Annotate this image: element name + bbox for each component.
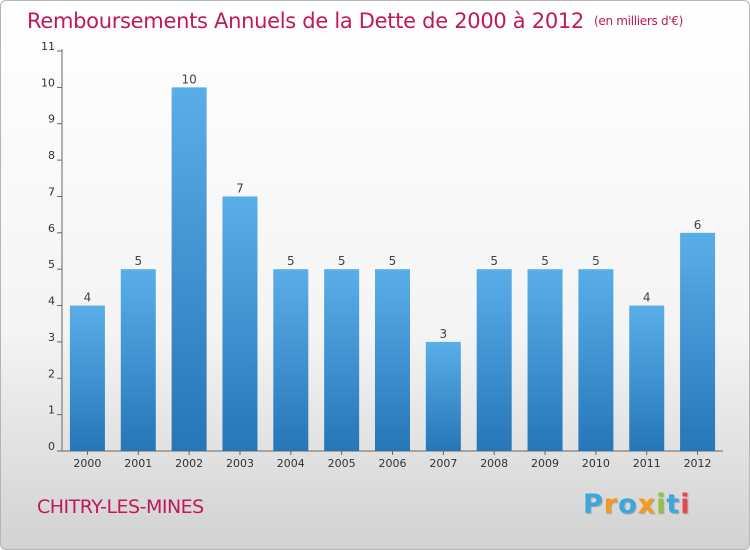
bar-2005 — [324, 269, 360, 451]
logo-letter: o — [618, 489, 638, 520]
x-tick-label-2000: 2000 — [73, 457, 101, 470]
logo-letter: i — [656, 489, 667, 520]
logo-letter: i — [680, 489, 691, 520]
y-tick-label: 2 — [48, 367, 55, 380]
value-label-2003: 7 — [236, 181, 244, 195]
bars: 4 5 10 7 5 5 5 3 5 5 5 4 6 — [69, 72, 716, 451]
x-tick-label-2003: 2003 — [226, 457, 254, 470]
y-axis: 0 1 2 3 4 5 6 7 8 9 10 11 — [41, 40, 63, 453]
x-tick-label-2002: 2002 — [175, 457, 203, 470]
value-label-2001: 5 — [134, 254, 142, 268]
value-label-2009: 5 — [541, 254, 549, 268]
bar-2000 — [69, 305, 105, 451]
x-tick-label-2009: 2009 — [531, 457, 559, 470]
bar-2007 — [425, 341, 461, 451]
y-tick-label: 4 — [48, 295, 55, 308]
y-tick-label: 0 — [48, 440, 55, 453]
value-label-2000: 4 — [84, 291, 92, 305]
x-tick-label-2005: 2005 — [328, 457, 356, 470]
y-tick-label: 5 — [48, 258, 55, 271]
y-tick-label: 7 — [48, 185, 55, 198]
bar-2010 — [578, 269, 614, 451]
value-label-2010: 5 — [592, 254, 600, 268]
bar-2001 — [120, 269, 156, 451]
chart-title: Remboursements Annuels de la Dette de 20… — [27, 9, 683, 33]
y-tick-label: 9 — [48, 113, 55, 126]
logo-letter: P — [583, 489, 604, 520]
x-tick-label-2007: 2007 — [429, 457, 457, 470]
value-label-2007: 3 — [440, 327, 448, 341]
y-tick-label: 8 — [48, 149, 55, 162]
y-tick-label: 1 — [48, 404, 55, 417]
x-tick-label-2011: 2011 — [633, 457, 661, 470]
y-tick-label: 6 — [48, 222, 55, 235]
chart-title-unit: (en milliers d'€) — [594, 14, 684, 28]
value-label-2006: 5 — [389, 254, 397, 268]
commune-name: CHITRY-LES-MINES — [37, 496, 204, 518]
x-tick-label-2012: 2012 — [684, 457, 712, 470]
proxiti-logo: Proxiti — [583, 489, 691, 520]
logo-letter: x — [637, 489, 657, 520]
logo-letter: r — [603, 489, 619, 520]
bar-2008 — [476, 269, 512, 451]
x-tick-label-2001: 2001 — [124, 457, 152, 470]
bar-2011 — [629, 305, 665, 451]
bar-2002 — [171, 87, 207, 451]
bar-2004 — [273, 269, 309, 451]
x-tick-label-2004: 2004 — [277, 457, 305, 470]
y-tick-label: 10 — [41, 76, 55, 89]
value-label-2011: 4 — [643, 291, 651, 305]
y-tick-label: 11 — [41, 40, 55, 53]
value-label-2004: 5 — [287, 254, 295, 268]
x-tick-label-2006: 2006 — [379, 457, 407, 470]
bar-2009 — [527, 269, 563, 451]
chart-title-text: Remboursements Annuels de la Dette de 20… — [27, 9, 584, 33]
x-tick-label-2010: 2010 — [582, 457, 610, 470]
bar-2003 — [222, 196, 258, 451]
value-label-2012: 6 — [694, 218, 702, 232]
value-label-2002: 10 — [181, 72, 196, 86]
bar-2012 — [680, 232, 716, 451]
y-tick-label: 3 — [48, 331, 55, 344]
value-label-2008: 5 — [490, 254, 498, 268]
logo-letter: t — [666, 489, 681, 520]
x-axis: 2000 2001 2002 2003 2004 2005 2006 2007 2008 2009… — [62, 450, 723, 470]
x-tick-label-2008: 2008 — [480, 457, 508, 470]
bar-2006 — [375, 269, 410, 451]
value-label-2005: 5 — [338, 254, 346, 268]
